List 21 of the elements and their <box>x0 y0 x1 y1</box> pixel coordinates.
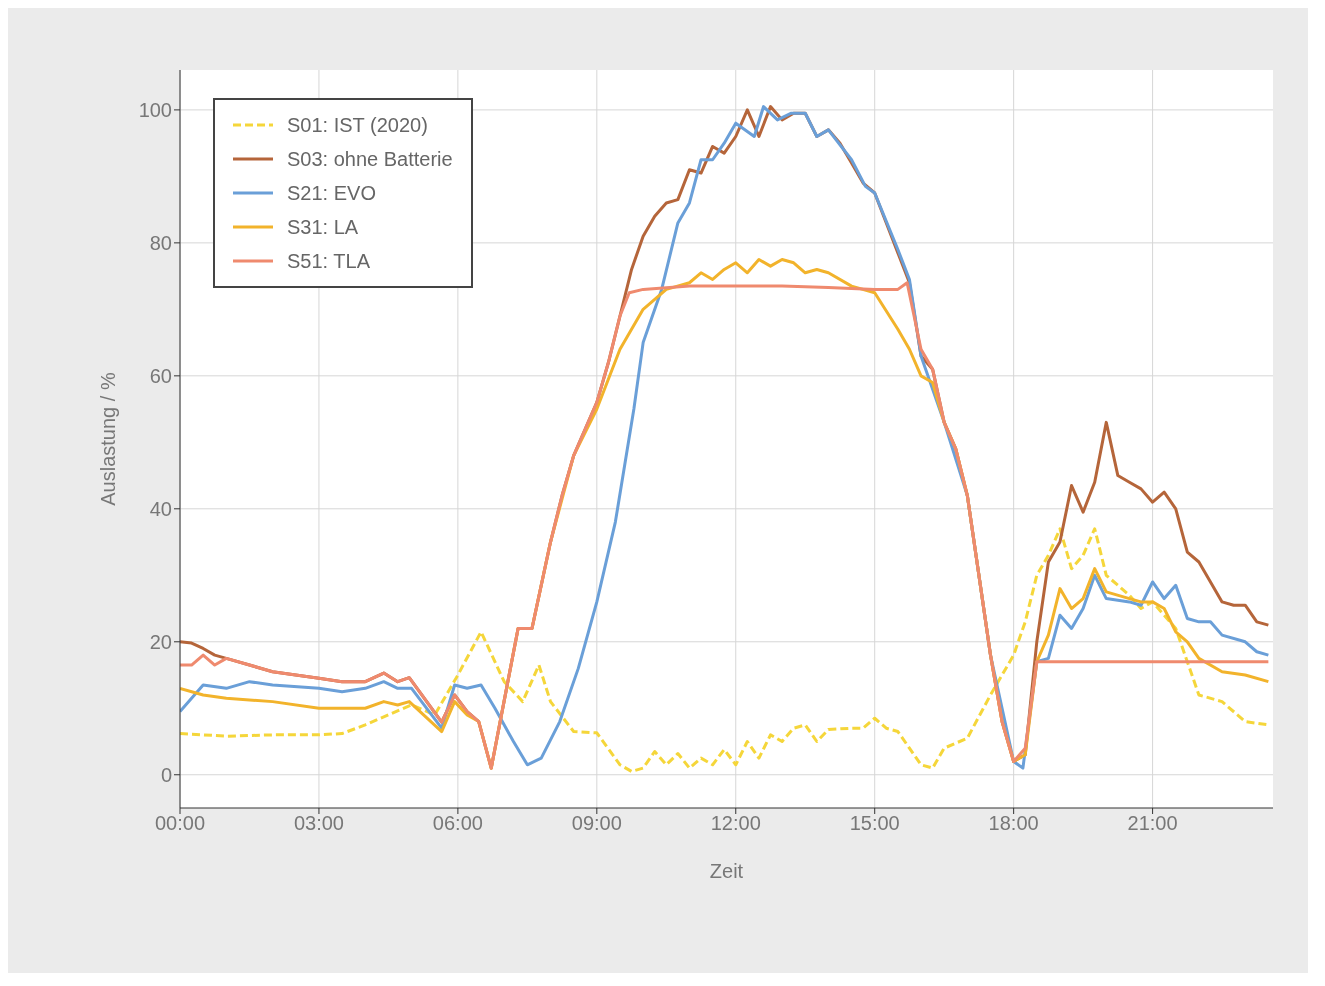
y-axis-title: Auslastung / % <box>97 372 120 506</box>
y-tick-label: 40 <box>149 497 172 520</box>
y-tick-label: 100 <box>138 98 172 121</box>
y-tick-label: 20 <box>149 630 172 653</box>
x-tick-label: 00:00 <box>154 812 206 835</box>
y-tick-label: 0 <box>160 763 172 786</box>
x-axis-title: Zeit <box>709 860 744 882</box>
y-tick-label: 80 <box>149 231 172 254</box>
x-tick-label: 21:00 <box>1127 812 1178 835</box>
legend-label: S51: TLA <box>287 249 371 273</box>
legend-label: S01: IST (2020) <box>287 113 428 137</box>
x-tick-label: 03:00 <box>293 812 344 835</box>
legend-label: S03: ohne Batterie <box>287 147 453 171</box>
legend-label: S31: LA <box>287 215 359 239</box>
x-tick-label: 06:00 <box>432 812 483 835</box>
y-tick-label: 60 <box>149 364 172 387</box>
x-tick-label: 12:00 <box>710 812 761 835</box>
x-tick-label: 15:00 <box>849 812 900 835</box>
x-tick-label: 09:00 <box>571 812 622 835</box>
x-tick-label: 18:00 <box>988 812 1039 835</box>
legend-label: S21: EVO <box>287 181 376 205</box>
